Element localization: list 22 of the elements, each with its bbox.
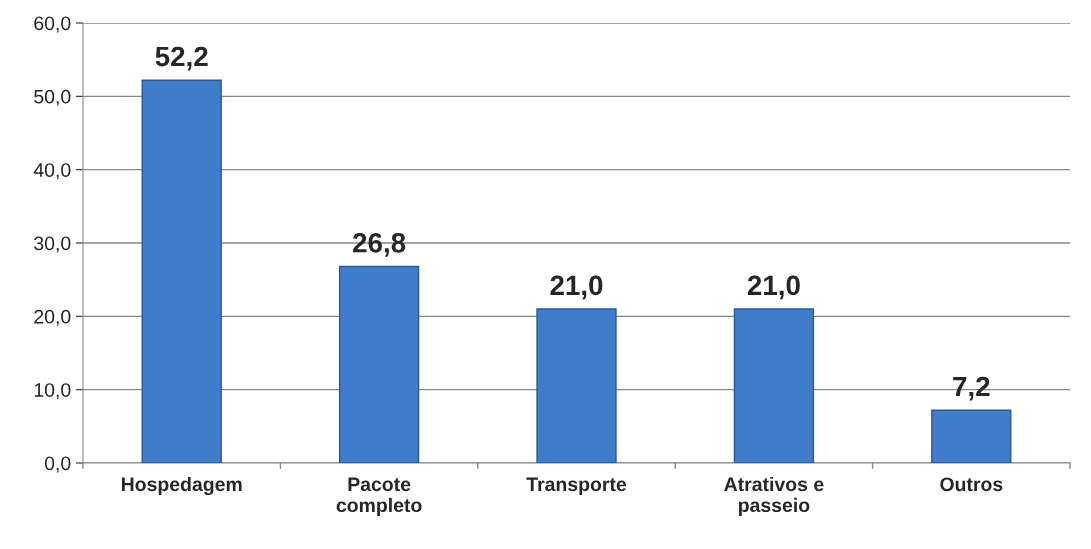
x-tick-label: Pacote completo — [336, 477, 422, 516]
y-tick-label: 30,0 — [34, 236, 71, 253]
x-tick-label: Transporte — [526, 477, 627, 496]
bar — [141, 79, 222, 463]
x-tick-label: Atrativos e passeio — [724, 476, 824, 516]
data-label: 21,0 — [550, 275, 603, 300]
data-label: 7,2 — [953, 376, 990, 401]
bar — [536, 308, 617, 463]
bar — [338, 265, 420, 463]
y-tick-label: 0,0 — [44, 456, 71, 473]
y-tick-label: 40,0 — [33, 163, 71, 180]
bar — [931, 409, 1012, 463]
y-tick-label: 20,0 — [34, 309, 71, 326]
y-tick-label: 60,0 — [34, 16, 71, 33]
x-tick-label: Outros — [940, 477, 1003, 492]
bar — [733, 308, 815, 463]
y-tick-label: 50,0 — [34, 89, 71, 106]
y-tick-label: 10,0 — [34, 383, 71, 400]
data-label: 26,8 — [353, 232, 406, 257]
data-label: 52,2 — [155, 46, 208, 71]
data-label: 21,0 — [747, 275, 800, 300]
x-tick-label: Hospedagem — [121, 476, 242, 496]
